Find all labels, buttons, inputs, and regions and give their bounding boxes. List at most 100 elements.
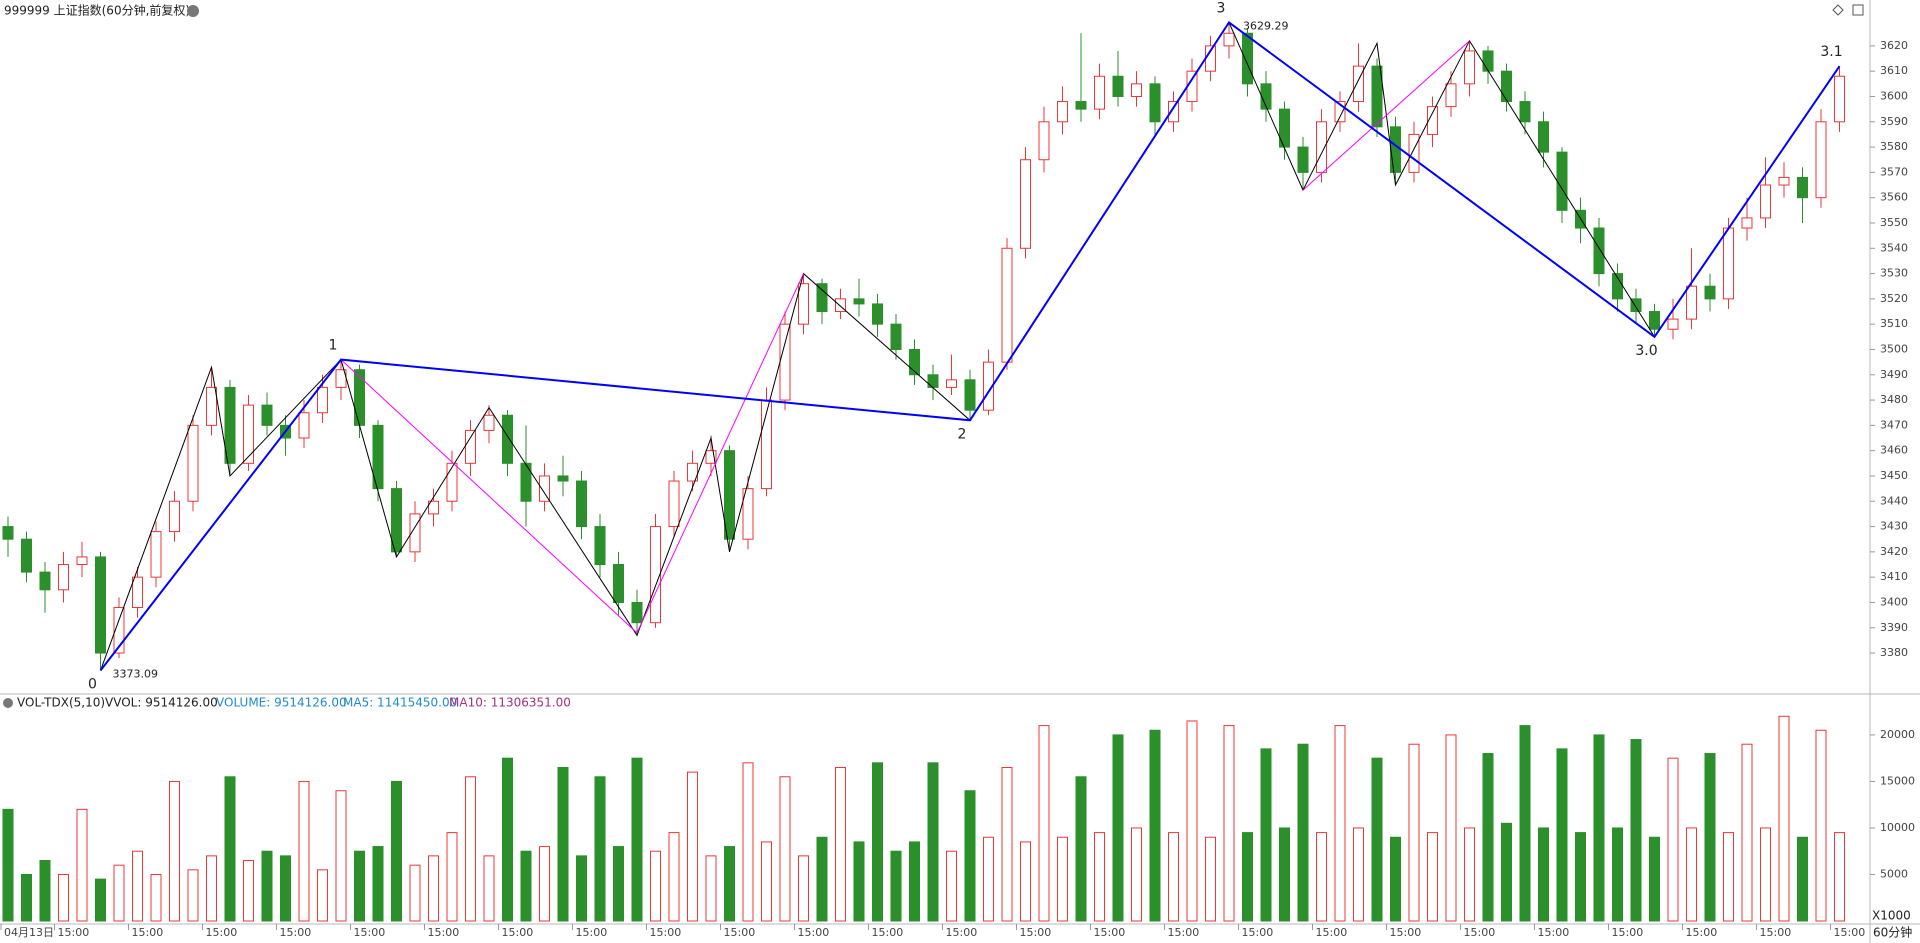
candle-body — [613, 564, 624, 603]
volume-bar — [964, 790, 976, 922]
candle-body — [1316, 121, 1327, 173]
volume-bar — [446, 832, 458, 922]
volume-bar — [1501, 822, 1512, 922]
volume-bar — [354, 850, 365, 922]
x-tick-label: 15:00 — [1464, 926, 1496, 939]
volume-bar — [1057, 836, 1068, 922]
candle-body — [650, 526, 661, 624]
volume-bar — [483, 855, 495, 922]
wave-line — [340, 273, 804, 634]
volume-bar — [76, 808, 88, 922]
x-tick-label: 04月13日 — [4, 926, 54, 939]
candle-body — [113, 607, 125, 654]
volume-bar — [1723, 832, 1734, 922]
volume-bar — [983, 836, 994, 922]
candle-body — [1057, 101, 1068, 123]
volume-bar — [742, 762, 754, 922]
volume-bar — [1778, 715, 1790, 922]
candle-body — [1168, 101, 1179, 123]
volume-bar — [1408, 743, 1420, 922]
candle-body — [798, 283, 809, 325]
candle-body — [687, 462, 698, 482]
candle-body — [206, 386, 217, 426]
candle-body — [1482, 50, 1494, 72]
candle-body — [1778, 176, 1790, 186]
candle-body — [483, 414, 495, 431]
volume-bar — [835, 766, 846, 922]
y-tick-label: 3460 — [1880, 444, 1908, 457]
low-price-label: 3373.09 — [113, 668, 159, 681]
x-tick-label: 15:00 — [206, 926, 238, 939]
volume-bar — [613, 846, 624, 922]
candle-body — [1020, 159, 1031, 249]
candle-body — [1741, 217, 1753, 229]
volume-bar — [1741, 743, 1753, 922]
diamond-button[interactable] — [1832, 4, 1844, 16]
volume-bar — [465, 776, 476, 922]
volume-bar — [39, 860, 51, 922]
candle-body — [724, 450, 735, 540]
volume-menu[interactable] — [3, 698, 13, 708]
x-tick-label: 15:00 — [1686, 926, 1718, 939]
candle-body — [557, 475, 569, 482]
volume-text: VOLUME: 9514126.00 — [216, 696, 347, 710]
volume-bar — [1038, 725, 1050, 922]
candle-body — [150, 531, 162, 578]
y-tick-label: 3610 — [1880, 64, 1908, 77]
candle-body — [1834, 75, 1845, 123]
candle-body — [1223, 32, 1235, 47]
volume-bar — [1205, 836, 1216, 922]
candle-body — [835, 298, 846, 313]
y-tick-label: 3550 — [1880, 216, 1908, 229]
candle-body — [1260, 83, 1272, 110]
candle-body — [354, 369, 365, 426]
volume-bar — [1464, 827, 1475, 922]
volume-bar — [1556, 748, 1568, 922]
ma5-text: MA5: 11415450.00 — [343, 696, 457, 710]
candle-body — [705, 450, 717, 464]
volume-bar — [872, 762, 883, 922]
x-tick-label: 15:00 — [58, 926, 90, 939]
candle-body — [409, 513, 421, 553]
candle-body — [1112, 75, 1124, 97]
wave-line — [1302, 40, 1470, 191]
x-tick-label: 15:00 — [1020, 926, 1052, 939]
title-menu[interactable] — [187, 5, 199, 17]
y-tick-label: 3530 — [1880, 267, 1908, 280]
x-tick-label: 15:00 — [1168, 926, 1200, 939]
volume-bar — [2, 808, 14, 922]
x-tick-label: 15:00 — [280, 926, 312, 939]
x-tick-label: 15:00 — [1834, 926, 1866, 939]
candle-body — [576, 480, 587, 528]
volume-bar — [1371, 757, 1383, 922]
volume-bar — [132, 850, 143, 922]
candle-body — [779, 323, 791, 401]
candle-body — [446, 462, 458, 502]
candle-body — [1242, 32, 1253, 85]
candle-body — [872, 303, 883, 325]
y-tick-label: 3590 — [1880, 115, 1908, 128]
volume-bar — [1519, 725, 1531, 922]
candle-body — [169, 500, 180, 533]
wave-label: 3 — [1217, 0, 1226, 16]
candle-body — [539, 475, 550, 502]
candle-body — [668, 480, 680, 528]
window-button[interactable] — [1852, 4, 1864, 16]
x-tick-label: 15:00 — [798, 926, 830, 939]
x-tick-label: 15:00 — [428, 926, 460, 939]
volume-bar — [557, 766, 569, 922]
volume-bar — [1704, 753, 1716, 922]
volume-bar — [1630, 739, 1642, 922]
candle-body — [39, 571, 51, 591]
volume-bar — [169, 780, 180, 922]
wave-label: 3.0 — [1635, 343, 1657, 359]
volume-bar — [372, 846, 384, 922]
y-tick-label: 3620 — [1880, 39, 1908, 52]
candle-body — [1390, 126, 1401, 173]
candle-body — [465, 429, 476, 464]
y-tick-label: 3520 — [1880, 292, 1908, 305]
volume-bar — [113, 864, 125, 922]
volume-bar — [206, 855, 217, 922]
volume-bar — [890, 850, 902, 922]
x-tick-label: 15:00 — [946, 926, 978, 939]
